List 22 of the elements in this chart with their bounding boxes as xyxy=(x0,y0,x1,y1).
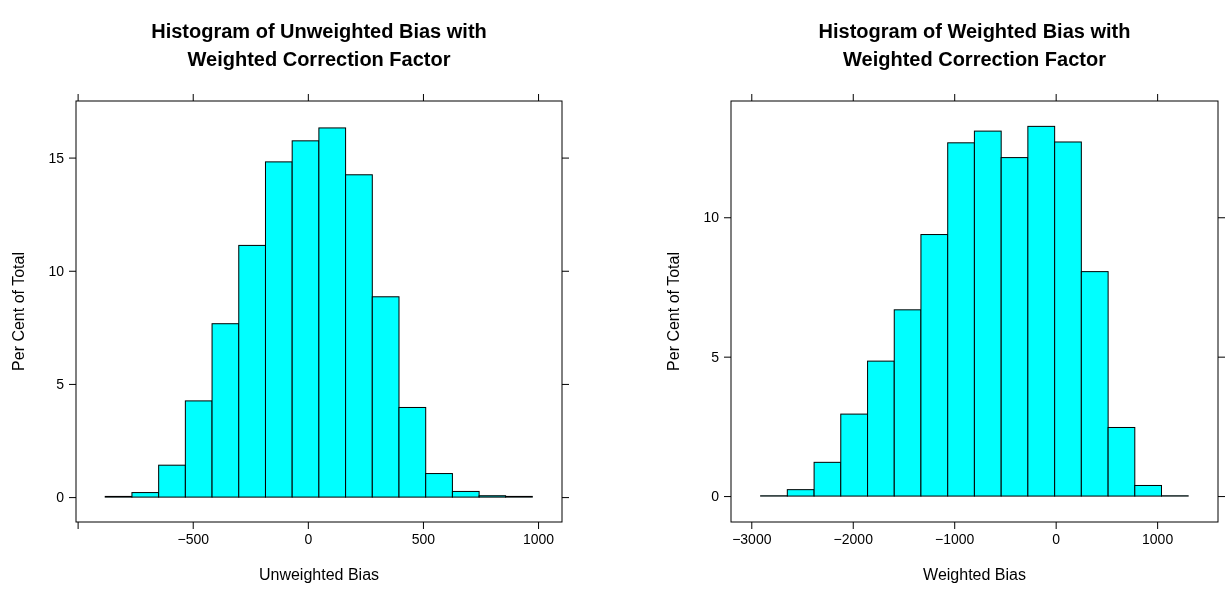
x-axis-title: Weighted Bias xyxy=(923,566,1026,583)
y-tick-label: 5 xyxy=(56,375,65,392)
chart-title: Histogram of Unweighted Bias with Weighted Correction Factor xyxy=(151,20,487,70)
x-tick-label: −500 xyxy=(177,530,210,547)
x-tick-label: −3000 xyxy=(732,530,772,547)
chart-title: Histogram of Weighted Bias with Weighted Correction Factor xyxy=(818,20,1131,70)
x-tick-label: 1000 xyxy=(1142,530,1174,547)
x-axis-title: Unweighted Bias xyxy=(258,566,380,583)
x-tick-label: 0 xyxy=(1052,530,1061,547)
x-tick-label: 0 xyxy=(304,530,313,547)
y-tick-label: 0 xyxy=(56,489,65,506)
x-tick-label: 1000 xyxy=(522,530,555,547)
y-tick-label: 0 xyxy=(711,488,720,505)
y-tick-label: 5 xyxy=(711,348,720,365)
x-tick-label: 500 xyxy=(411,530,436,547)
y-tick-label: 15 xyxy=(48,149,65,166)
x-tick-label: −1000 xyxy=(935,530,975,547)
y-tick-label: 10 xyxy=(703,209,720,226)
y-axis-title: Per Cent of Total xyxy=(10,252,27,371)
y-tick-label: 10 xyxy=(48,262,65,279)
y-axis-title: Per Cent of Total xyxy=(665,252,682,371)
x-tick-label: −2000 xyxy=(833,530,874,547)
